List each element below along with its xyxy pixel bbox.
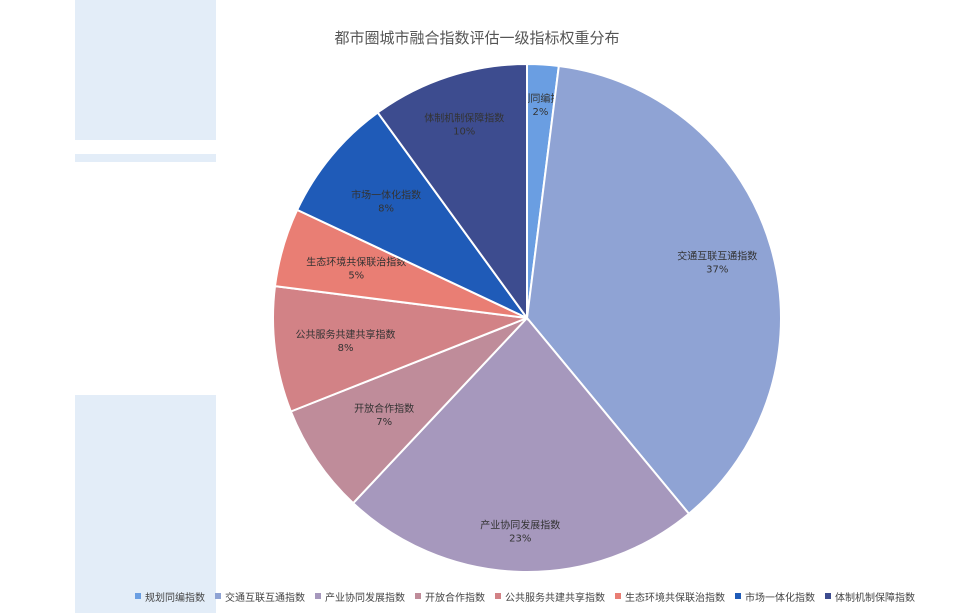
background-panel (75, 395, 216, 613)
pie-slice (525, 64, 782, 516)
background-panel (75, 0, 216, 140)
legend-item: 体制机制保障指数 (825, 589, 915, 604)
pie-slice (351, 316, 691, 573)
slice-label: 产业协同发展指数 (480, 518, 560, 531)
pie-slice (376, 62, 528, 322)
slice-label: 市场一体化指数 (351, 188, 421, 201)
chart-legend: 规划同编指数 交通互联互通指数 产业协同发展指数 开放合作指数 公共服务共建共享指数 生态… (135, 589, 954, 604)
legend-item: 交通互联互通指数 (215, 589, 305, 604)
pie-slice (289, 317, 528, 505)
legend-swatch (415, 593, 421, 599)
legend-swatch (825, 593, 831, 599)
legend-label: 体制机制保障指数 (835, 592, 915, 604)
legend-label: 交通互联互通指数 (225, 592, 305, 604)
legend-label: 公共服务共建共享指数 (505, 592, 605, 604)
slice-label: 公共服务共建共享指数 (296, 328, 396, 341)
legend-swatch (215, 593, 221, 599)
legend-item: 规划同编指数 (135, 589, 205, 604)
pie-slice (295, 111, 528, 319)
legend-item: 产业协同发展指数 (315, 589, 405, 604)
chart-title: 都市圈城市融合指数评估一级指标权重分布 (334, 29, 620, 47)
slice-value-label: 7% (376, 417, 392, 428)
slice-value-label: 8% (338, 343, 354, 354)
legend-swatch (315, 593, 321, 599)
background-panel (75, 154, 216, 162)
legend-label: 市场一体化指数 (745, 592, 815, 604)
slice-value-label: 5% (348, 270, 364, 281)
legend-item: 开放合作指数 (415, 589, 485, 604)
legend-swatch (615, 593, 621, 599)
legend-label: 产业协同发展指数 (325, 592, 405, 604)
slice-value-label: 37% (706, 265, 728, 276)
slice-label: 生态环境共保联治指数 (306, 255, 406, 268)
slice-value-label: 8% (378, 203, 394, 214)
legend-swatch (135, 593, 141, 599)
legend-swatch (735, 593, 741, 599)
legend-item: 市场一体化指数 (735, 589, 815, 604)
slice-value-label: 2% (532, 107, 548, 118)
pie-slice (272, 285, 528, 413)
slice-label: 交通互联互通指数 (677, 250, 757, 263)
legend-item: 公共服务共建共享指数 (495, 589, 605, 604)
legend-label: 开放合作指数 (425, 592, 485, 604)
slice-label: 体制机制保障指数 (424, 112, 504, 125)
slice-value-label: 23% (509, 533, 531, 544)
legend-label: 生态环境共保联治指数 (625, 592, 725, 604)
slice-value-label: 10% (453, 127, 475, 138)
legend-item: 生态环境共保联治指数 (615, 589, 725, 604)
legend-label: 规划同编指数 (145, 592, 205, 604)
legend-swatch (495, 593, 501, 599)
slice-label: 开放合作指数 (354, 402, 414, 415)
